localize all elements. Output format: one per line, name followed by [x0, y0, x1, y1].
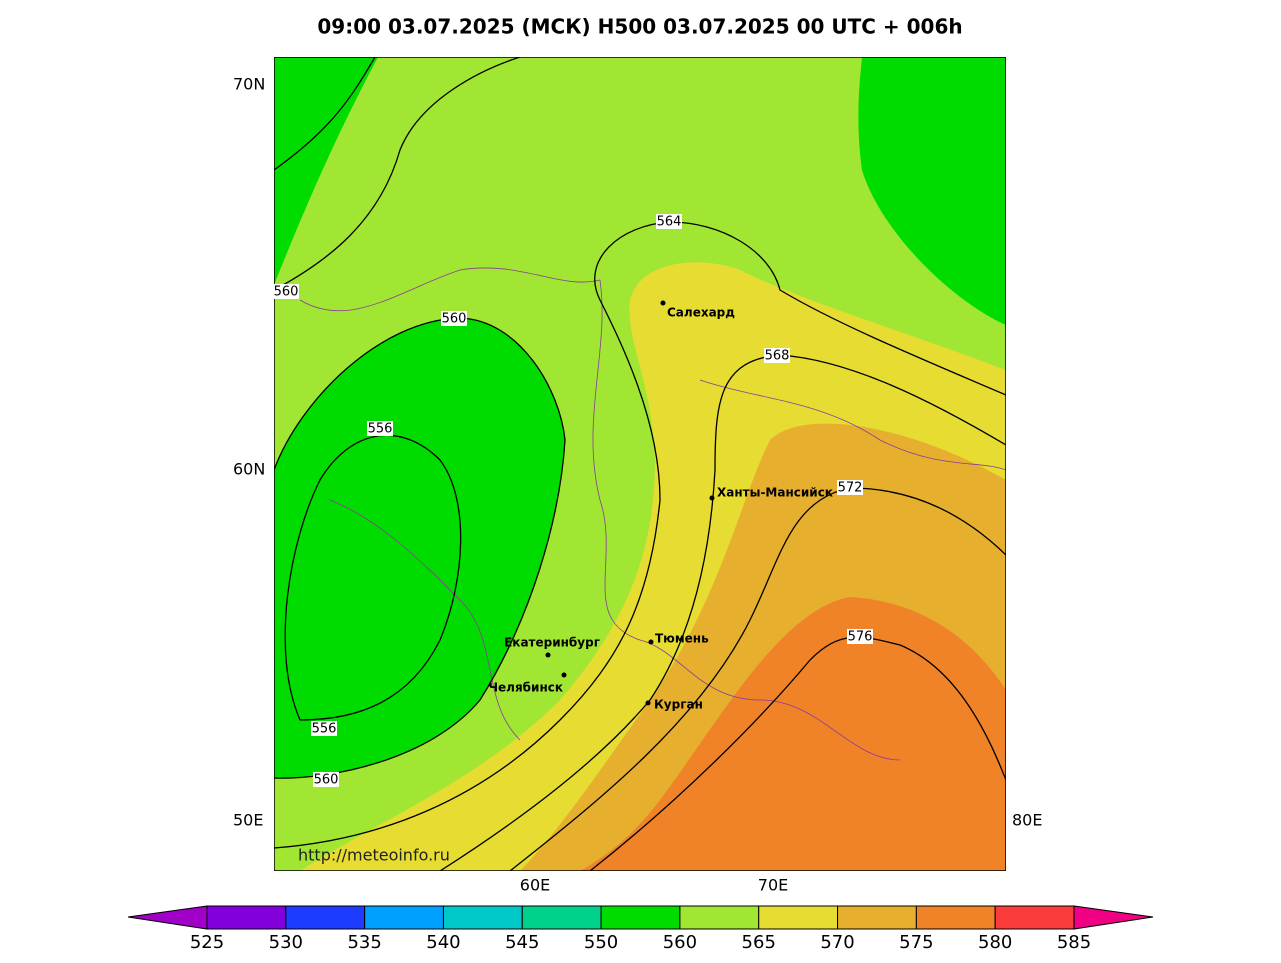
city-name: Екатеринбург [504, 636, 600, 650]
contour-label-box [656, 214, 682, 229]
colorbar-label: 560 [663, 932, 697, 953]
city-name: Курган [654, 698, 703, 712]
fill-560 [274, 318, 565, 779]
axis-label: 80E [1012, 811, 1042, 830]
colorbar-cell [994, 905, 1075, 930]
contour-label-box [311, 721, 337, 736]
axis-label: 70E [758, 876, 788, 895]
contour [274, 317, 566, 779]
colorbar: 525 530 535 540 545 550 560 565 570 575 580 585 [127, 905, 1154, 953]
contour-label-box [837, 480, 863, 495]
contour-label-box [273, 284, 299, 299]
border [299, 267, 1006, 761]
colorbar-label: 535 [347, 932, 381, 953]
contour-label: 560 [314, 773, 339, 788]
fill-580 [580, 597, 1006, 871]
colorbar-label: 550 [584, 932, 618, 953]
contour-label-box [847, 629, 873, 644]
contour-label: 556 [368, 422, 393, 437]
fill-560 [274, 57, 378, 285]
fill-560 [858, 57, 1006, 325]
colorbar-label: 525 [190, 932, 224, 953]
colorbar-label: 585 [1057, 932, 1091, 953]
colorbar-cell [600, 905, 681, 930]
colorbar-label: 565 [742, 932, 776, 953]
contour-label: 556 [312, 722, 337, 737]
contour-label-box [764, 348, 790, 363]
colorbar-cell [521, 905, 602, 930]
colorbar-cell [679, 905, 760, 930]
contour-label-box [313, 772, 339, 787]
colorbar-cell [837, 905, 917, 930]
city-name: Салехард [667, 306, 735, 320]
title: 09:00 03.07.2025 (МСК) H500 03.07.2025 0… [317, 15, 962, 39]
colorbar-label: 540 [426, 932, 460, 953]
colorbar-label: 570 [820, 932, 854, 953]
axis-label: 60E [520, 876, 550, 895]
city-dot [648, 639, 654, 645]
contour-label: 560 [442, 312, 467, 327]
colorbar-label: 580 [978, 932, 1012, 953]
contour-label: 560 [274, 285, 299, 300]
contour-label: 568 [765, 349, 790, 364]
contour-label-box [441, 311, 467, 326]
contour-label: 564 [657, 215, 682, 230]
contour [274, 57, 521, 291]
city-name: Ханты-Мансийск [717, 486, 833, 500]
city-dot [545, 652, 551, 658]
colorbar-cell [442, 905, 523, 930]
city-dot [645, 700, 651, 706]
colorbar-cell [206, 905, 287, 930]
contour-label: 572 [838, 481, 863, 496]
colorbar-cell [758, 905, 839, 930]
city-dot [660, 300, 666, 306]
axis-label: 50E [233, 811, 263, 830]
axis-label: 70N [233, 75, 265, 94]
source-url: http://meteoinfo.ru [298, 846, 450, 865]
map [274, 57, 1006, 871]
colorbar-cell [364, 905, 444, 930]
contour-label-box [367, 421, 393, 436]
contour [284, 434, 462, 721]
contour [274, 221, 1006, 849]
city-dot [561, 672, 567, 678]
colorbar-cell [915, 905, 996, 930]
colorbar-label: 575 [899, 932, 933, 953]
colorbar-label: 530 [269, 932, 303, 953]
city-name: Тюмень [655, 632, 709, 646]
axis-label: 60N [233, 460, 265, 479]
contour [439, 354, 1006, 871]
colorbar-arrow [1073, 905, 1154, 930]
contour [589, 636, 1006, 871]
contour [509, 487, 1006, 871]
city-name: Челябинск [488, 681, 563, 695]
colorbar-label: 545 [505, 932, 539, 953]
city-dot [709, 495, 715, 501]
colorbar-cell [285, 905, 366, 930]
colorbar-arrow [127, 905, 208, 930]
contour-label: 576 [848, 630, 873, 645]
contour [274, 57, 376, 171]
